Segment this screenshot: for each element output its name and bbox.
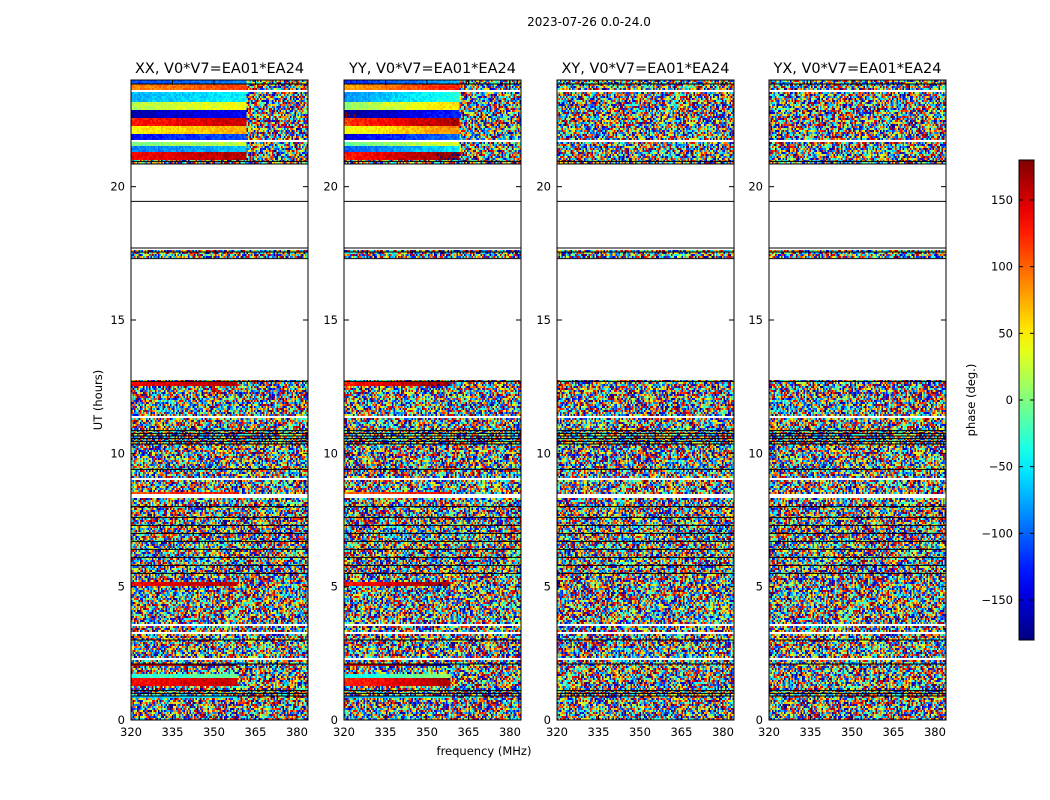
phase-colorbar: 150 100 50 0 −50 −100 −150 phase (deg.) [964, 159, 1035, 641]
y-tick-label: 20 [748, 180, 763, 194]
y-tick-label: 0 [544, 713, 551, 727]
panels-group: XX, V0*V7=EA01*EA24 320 335 350 365 380 0 5 10 15… [110, 61, 947, 739]
x-tick-label: 350 [841, 725, 863, 739]
colorbar-tick-label: 100 [991, 260, 1013, 274]
x-tick-label: 350 [203, 725, 225, 739]
x-tick-label: 320 [120, 725, 142, 739]
y-tick-label: 5 [544, 580, 551, 594]
y-tick-label: 20 [323, 180, 338, 194]
phase-heatmap [557, 80, 734, 720]
x-tick-label: 320 [758, 725, 780, 739]
colorbar-tick-label: −50 [989, 460, 1013, 474]
x-tick-label: 335 [800, 725, 822, 739]
y-tick-label: 5 [756, 580, 763, 594]
panel-xy: XY, V0*V7=EA01*EA24 320 335 350 365 380 0 5 10 15… [536, 61, 735, 739]
y-tick-label: 15 [110, 313, 125, 327]
colorbar-tick-label: −100 [981, 526, 1013, 540]
x-tick-label: 380 [286, 725, 308, 739]
panel-title: XY, V0*V7=EA01*EA24 [561, 61, 729, 77]
x-tick-label: 335 [162, 725, 184, 739]
panel-frame [130, 79, 309, 721]
y-tick-label: 10 [748, 446, 763, 460]
x-tick-label: 320 [546, 725, 568, 739]
x-tick-label: 350 [629, 725, 651, 739]
y-tick-label: 20 [110, 180, 125, 194]
panel-frame [556, 79, 735, 721]
colorbar-tick-label: 0 [1006, 393, 1013, 407]
x-axis-label: frequency (MHz) [437, 744, 532, 758]
y-tick-label: 10 [110, 446, 125, 460]
colorbar-tick-label: 150 [991, 193, 1013, 207]
x-tick-label: 320 [333, 725, 355, 739]
panel-title: YX, V0*V7=EA01*EA24 [772, 61, 941, 77]
y-tick-label: 10 [323, 446, 338, 460]
panel-title: YY, V0*V7=EA01*EA24 [348, 61, 516, 77]
y-tick-label: 5 [331, 580, 338, 594]
x-tick-label: 365 [882, 725, 904, 739]
x-tick-label: 350 [416, 725, 438, 739]
y-axis-label: UT (hours) [91, 370, 105, 430]
y-tick-label: 0 [331, 713, 338, 727]
y-tick-label: 0 [118, 713, 125, 727]
panel-xx: XX, V0*V7=EA01*EA24 320 335 350 365 380 0 5 10 15… [110, 61, 309, 739]
x-tick-label: 380 [924, 725, 946, 739]
x-tick-label: 380 [712, 725, 734, 739]
phase-heatmap [131, 80, 308, 720]
colorbar-tick-label: 50 [998, 326, 1013, 340]
y-tick-label: 15 [323, 313, 338, 327]
x-tick-label: 335 [588, 725, 610, 739]
panel-yx: YX, V0*V7=EA01*EA24 320 335 350 365 380 0 5 10 15… [748, 61, 947, 739]
phase-heatmap [344, 80, 521, 720]
x-tick-label: 365 [670, 725, 692, 739]
y-tick-label: 20 [536, 180, 551, 194]
panel-frame [768, 79, 947, 721]
y-tick-label: 0 [756, 713, 763, 727]
colorbar-label: phase (deg.) [964, 364, 978, 437]
colorbar-tick-label: −150 [981, 593, 1013, 607]
x-tick-label: 365 [244, 725, 266, 739]
y-tick-label: 10 [536, 446, 551, 460]
y-tick-label: 5 [118, 580, 125, 594]
phase-heatmap [769, 80, 946, 720]
panel-title: XX, V0*V7=EA01*EA24 [135, 61, 304, 77]
panel-yy: YY, V0*V7=EA01*EA24 320 335 350 365 380 0 5 10 15… [323, 61, 522, 739]
x-tick-label: 365 [457, 725, 479, 739]
y-tick-label: 15 [536, 313, 551, 327]
x-tick-label: 335 [375, 725, 397, 739]
y-tick-label: 15 [748, 313, 763, 327]
x-tick-label: 380 [499, 725, 521, 739]
panel-frame [343, 79, 522, 721]
figure-suptitle: 2023-07-26 0.0-24.0 [527, 15, 651, 29]
